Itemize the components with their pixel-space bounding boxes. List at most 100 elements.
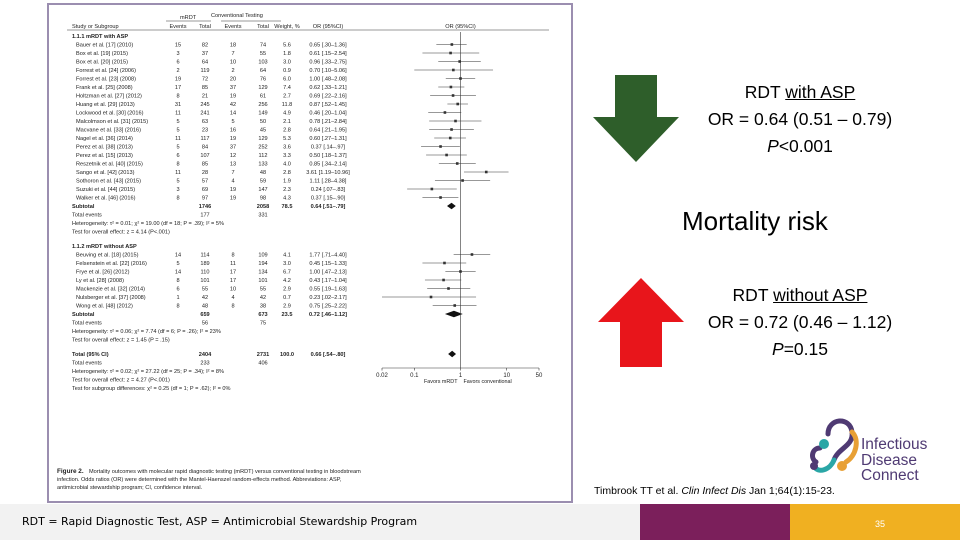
x-tick-label: 1 bbox=[459, 373, 463, 379]
study-weight: 7.4 bbox=[283, 85, 291, 91]
study-total-conv: 129 bbox=[258, 136, 267, 142]
study-events-mrdt: 8 bbox=[176, 94, 179, 100]
study-total-conv: 61 bbox=[260, 94, 266, 100]
study-or: 0.24 [.07–.83] bbox=[311, 187, 346, 193]
study-weight: 3.0 bbox=[283, 60, 291, 66]
overall-events-mrdt: 233 bbox=[200, 361, 209, 367]
header-or-plot: OR (95%CI) bbox=[445, 24, 476, 30]
study-total-mrdt: 57 bbox=[202, 179, 208, 185]
or-marker bbox=[439, 145, 442, 148]
header-study: Study or Subgroup bbox=[72, 24, 119, 30]
study-or: 0.62 [.33–1.21] bbox=[309, 85, 347, 91]
or-marker bbox=[442, 278, 445, 282]
heterogeneity-text: Heterogeneity: τ² = 0.06; χ² = 7.74 (df … bbox=[72, 329, 221, 335]
study-events-mrdt: 5 bbox=[176, 119, 179, 125]
study-events-conv: 7 bbox=[231, 51, 234, 57]
or-marker bbox=[429, 295, 433, 299]
study-total-mrdt: 28 bbox=[202, 170, 208, 176]
study-total-mrdt: 37 bbox=[202, 51, 208, 57]
study-or: 0.87 [.52–1.45] bbox=[309, 102, 347, 108]
study-name: Walker et al. [46] (2016) bbox=[76, 196, 136, 202]
footer-gold-block bbox=[790, 504, 960, 540]
study-name: Box et al. [20] (2015) bbox=[76, 60, 128, 66]
study-weight: 2.9 bbox=[283, 304, 291, 310]
study-events-mrdt: 2 bbox=[176, 68, 179, 74]
study-total-mrdt: 107 bbox=[200, 153, 209, 159]
study-or: 0.46 [.20–1.04] bbox=[309, 111, 347, 117]
study-name: Ly et al. [28] (2008) bbox=[76, 278, 124, 284]
no-asp-p: P=0.15 bbox=[772, 339, 828, 359]
study-weight: 5.3 bbox=[283, 136, 291, 142]
study-total-mrdt: 55 bbox=[202, 287, 208, 293]
no-asp-stats: RDT without ASP OR = 0.72 (0.46 – 1.12) … bbox=[690, 282, 910, 363]
asp-title: RDT with ASP bbox=[744, 82, 856, 102]
study-or: 0.23 [.02–2.17] bbox=[309, 295, 347, 301]
study-events-mrdt: 3 bbox=[176, 187, 179, 193]
study-weight: 2.8 bbox=[283, 128, 291, 134]
study-events-conv: 19 bbox=[230, 196, 236, 202]
study-name: Suzuki et al. [44] (2015) bbox=[76, 187, 135, 193]
study-total-mrdt: 119 bbox=[201, 68, 210, 74]
logo-line-1: Infectious bbox=[861, 436, 928, 453]
study-total-conv: 129 bbox=[258, 85, 267, 91]
study-total-conv: 55 bbox=[260, 287, 266, 293]
study-or: 1.00 [.47–2.13] bbox=[309, 270, 347, 276]
study-total-conv: 64 bbox=[260, 68, 266, 74]
study-name: Box et al. [19] (2015) bbox=[76, 51, 128, 57]
study-events-mrdt: 5 bbox=[176, 261, 179, 267]
or-marker bbox=[455, 162, 459, 165]
study-name: Frank et al. [25] (2008) bbox=[76, 85, 133, 91]
study-name: Felsenstein et al. [22] (2016) bbox=[76, 261, 147, 267]
logo-line-3: Connect bbox=[861, 467, 919, 484]
mortality-risk-label: Mortality risk bbox=[682, 206, 828, 236]
study-events-conv: 20 bbox=[230, 77, 236, 83]
study-total-mrdt: 117 bbox=[201, 136, 210, 142]
study-events-conv: 5 bbox=[231, 119, 234, 125]
logo-line-2: Disease bbox=[861, 451, 917, 469]
or-marker bbox=[451, 94, 455, 97]
study-name: Beuving et al. [18] (2015) bbox=[76, 253, 139, 259]
study-or: 0.96 [.33–2.75] bbox=[309, 60, 347, 66]
study-total-mrdt: 82 bbox=[202, 43, 208, 49]
study-weight: 0.7 bbox=[283, 295, 291, 301]
subtotal-conv: 2058 bbox=[257, 204, 269, 210]
study-events-conv: 18 bbox=[230, 43, 236, 49]
or-marker bbox=[454, 119, 457, 123]
study-events-mrdt: 5 bbox=[176, 128, 179, 134]
overall-diamond bbox=[448, 350, 457, 358]
study-events-conv: 37 bbox=[230, 145, 236, 151]
no-asp-title: RDT without ASP bbox=[732, 285, 868, 305]
study-total-conv: 103 bbox=[258, 60, 267, 66]
study-weight: 4.3 bbox=[283, 196, 291, 202]
study-events-mrdt: 14 bbox=[175, 270, 181, 276]
study-name: Forrest et al. [24] (2006) bbox=[76, 68, 136, 74]
study-total-mrdt: 241 bbox=[200, 111, 209, 117]
study-name: Huang et al. [29] (2013) bbox=[76, 102, 135, 108]
study-total-mrdt: 23 bbox=[202, 128, 208, 134]
study-events-mrdt: 5 bbox=[176, 145, 179, 151]
study-events-conv: 19 bbox=[230, 136, 236, 142]
study-or: 0.37 [.14–.97] bbox=[311, 145, 346, 151]
study-total-mrdt: 189 bbox=[200, 261, 209, 267]
study-events-conv: 16 bbox=[230, 128, 236, 134]
study-or: 0.69 [.22–2.16] bbox=[309, 94, 347, 100]
overall-mrdt: 2404 bbox=[199, 352, 212, 358]
asp-or: OR = 0.64 (0.51 – 0.79) bbox=[707, 109, 893, 129]
asp-p: P<0.001 bbox=[767, 136, 833, 156]
total-events-conv: 331 bbox=[258, 213, 267, 219]
subtotal-mrdt: 1746 bbox=[199, 204, 211, 210]
logo-text: Infectious Disease Connect bbox=[861, 437, 927, 484]
study-events-conv: 8 bbox=[231, 253, 234, 259]
study-weight: 11.8 bbox=[282, 102, 292, 108]
study-events-mrdt: 11 bbox=[175, 111, 181, 117]
study-events-mrdt: 5 bbox=[176, 179, 179, 185]
study-events-conv: 19 bbox=[230, 187, 236, 193]
x-tick-label: 50 bbox=[536, 373, 543, 379]
study-name: Perez et al. [15] (2013) bbox=[76, 153, 133, 159]
caption-title: Figure 2. bbox=[57, 468, 84, 475]
study-total-conv: 48 bbox=[260, 170, 266, 176]
study-name: Sothoron et al. [43] (2015) bbox=[76, 179, 141, 185]
study-name: Reszetnik et al. [40] (2015) bbox=[76, 162, 143, 168]
study-weight: 2.3 bbox=[283, 187, 291, 193]
or-marker bbox=[450, 128, 453, 131]
